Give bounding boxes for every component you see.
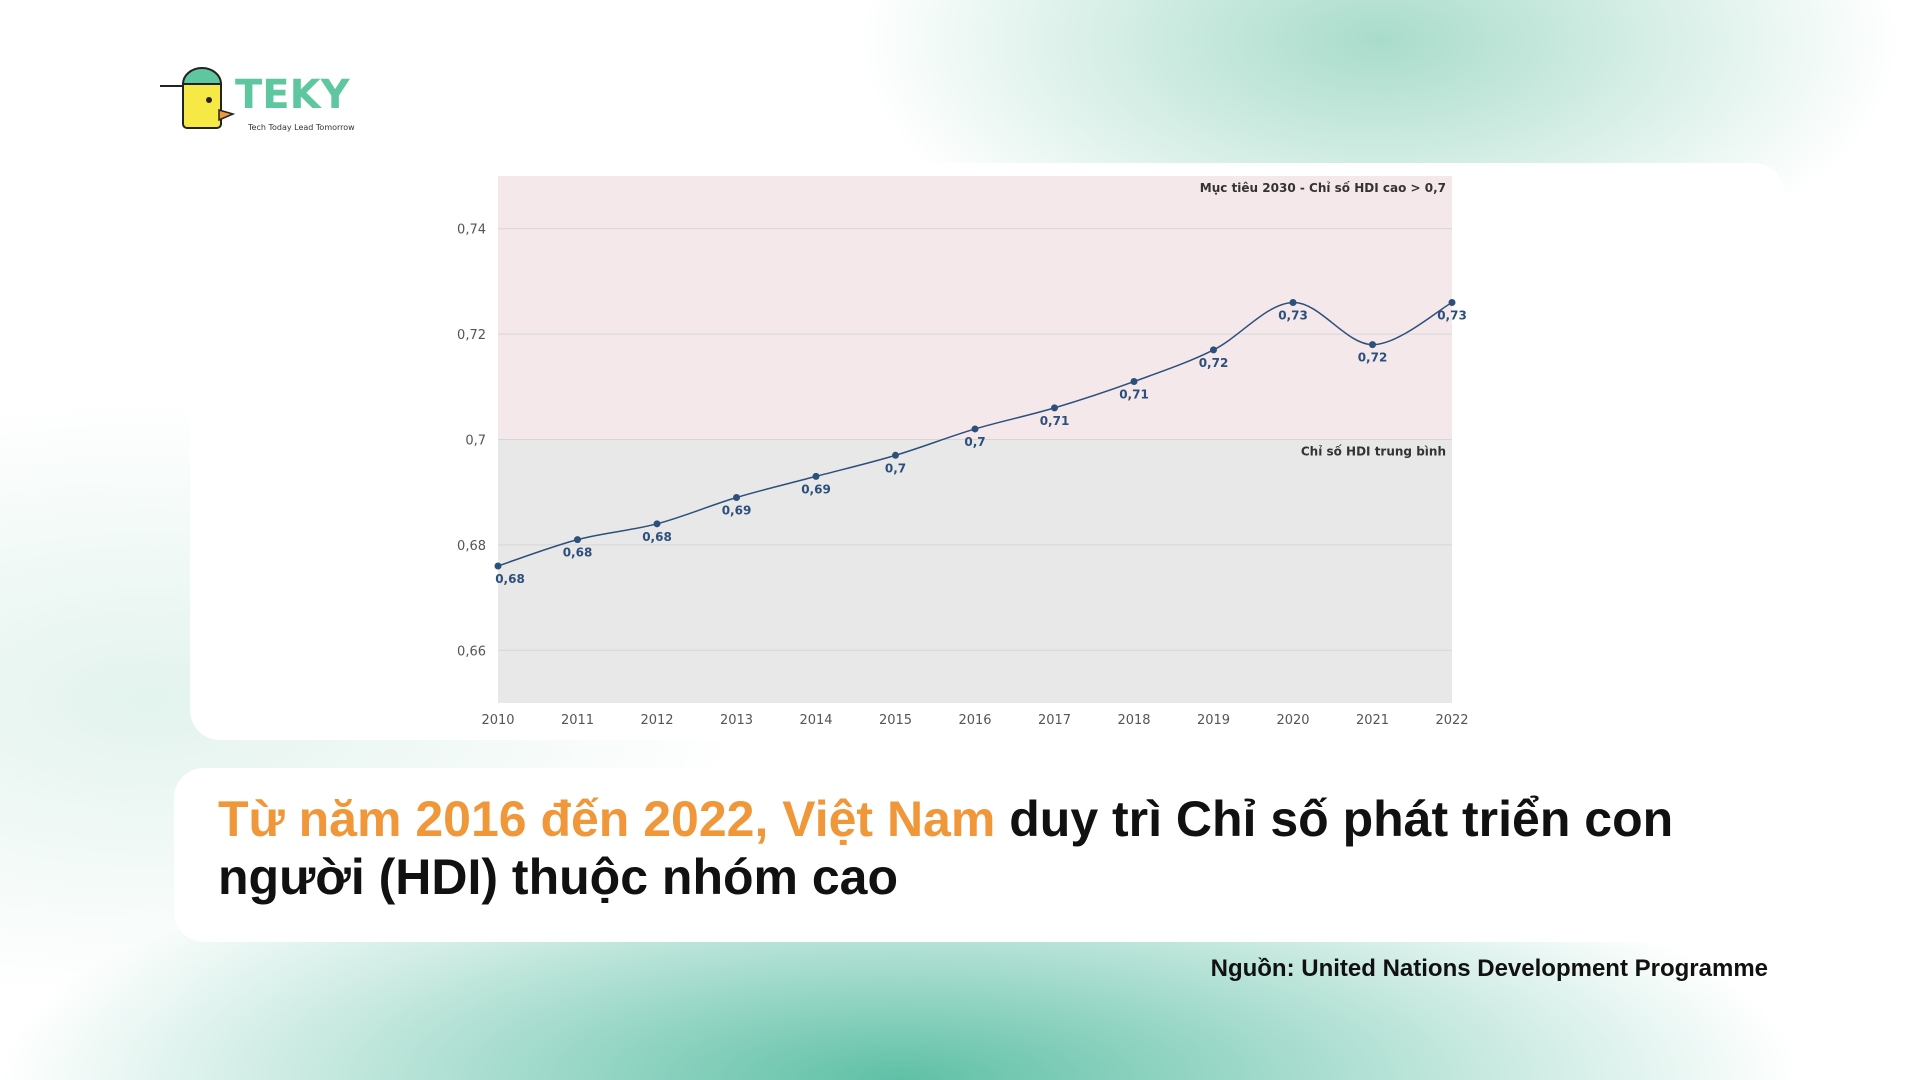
point bbox=[1448, 298, 1456, 306]
point bbox=[1051, 404, 1058, 412]
y-tick-label: 0,74 bbox=[457, 223, 486, 238]
point bbox=[971, 425, 979, 433]
band bbox=[498, 439, 1452, 703]
point bbox=[1369, 341, 1376, 349]
value-label: 0,68 bbox=[642, 530, 672, 544]
point bbox=[1289, 298, 1297, 306]
y-tick-label: 0,72 bbox=[457, 328, 486, 343]
logo-tagline: Tech Today Lead Tomorrow bbox=[247, 123, 355, 132]
value-label: 0,7 bbox=[885, 461, 906, 475]
source: Nguồn: United Nations Development Progra… bbox=[1210, 955, 1768, 982]
x-tick-label: 2014 bbox=[799, 713, 832, 728]
value-label: 0,71 bbox=[1119, 388, 1149, 402]
value-label: 0,71 bbox=[1040, 414, 1070, 428]
x-tick-label: 2018 bbox=[1117, 713, 1150, 728]
value-label: 0,68 bbox=[563, 546, 593, 560]
value-label: 0,69 bbox=[722, 503, 752, 517]
headline-text: duy trì Chỉ số phát triển con người (HDI… bbox=[218, 791, 1674, 905]
x-tick-label: 2021 bbox=[1356, 713, 1389, 728]
x-tick-label: 2011 bbox=[561, 713, 594, 728]
x-tick-label: 2012 bbox=[640, 713, 673, 728]
band bbox=[498, 176, 1452, 440]
point bbox=[1210, 346, 1217, 354]
point bbox=[574, 536, 581, 544]
headline-highlight: Từ năm 2016 đến 2022, Việt Nam bbox=[218, 791, 996, 847]
value-label: 0,7 bbox=[964, 435, 985, 449]
point bbox=[733, 493, 740, 501]
value-label: 0,73 bbox=[1437, 308, 1467, 322]
point bbox=[1130, 378, 1138, 386]
y-tick-label: 0,66 bbox=[457, 644, 486, 659]
headline: Từ năm 2016 đến 2022, Việt Nam duy trì C… bbox=[218, 790, 1698, 906]
point bbox=[494, 562, 502, 570]
value-label: 0,73 bbox=[1278, 308, 1308, 322]
x-tick-label: 2016 bbox=[958, 713, 991, 728]
point bbox=[812, 472, 820, 480]
x-tick-label: 2010 bbox=[481, 713, 514, 728]
y-tick-label: 0,7 bbox=[465, 434, 486, 449]
x-tick-label: 2019 bbox=[1197, 713, 1230, 728]
band-label: Chỉ số HDI trung bình bbox=[1301, 445, 1446, 459]
x-tick-label: 2020 bbox=[1276, 713, 1309, 728]
logo-name: TEKY bbox=[235, 72, 351, 118]
headline-card bbox=[174, 768, 1784, 942]
x-tick-label: 2022 bbox=[1435, 713, 1468, 728]
y-tick-label: 0,68 bbox=[457, 539, 486, 554]
x-tick-label: 2015 bbox=[879, 713, 912, 728]
x-tick-label: 2017 bbox=[1038, 713, 1071, 728]
value-label: 0,72 bbox=[1358, 351, 1388, 365]
value-label: 0,72 bbox=[1199, 356, 1229, 370]
value-label: 0,69 bbox=[801, 482, 831, 496]
band-label: Mục tiêu 2030 - Chỉ số HDI cao > 0,7 bbox=[1200, 181, 1446, 195]
value-label: 0,68 bbox=[495, 572, 525, 586]
point bbox=[892, 451, 899, 459]
point bbox=[653, 520, 661, 528]
logo: TEKY Tech Today Lead Tomorrow bbox=[160, 67, 355, 132]
x-tick-label: 2013 bbox=[720, 713, 753, 728]
